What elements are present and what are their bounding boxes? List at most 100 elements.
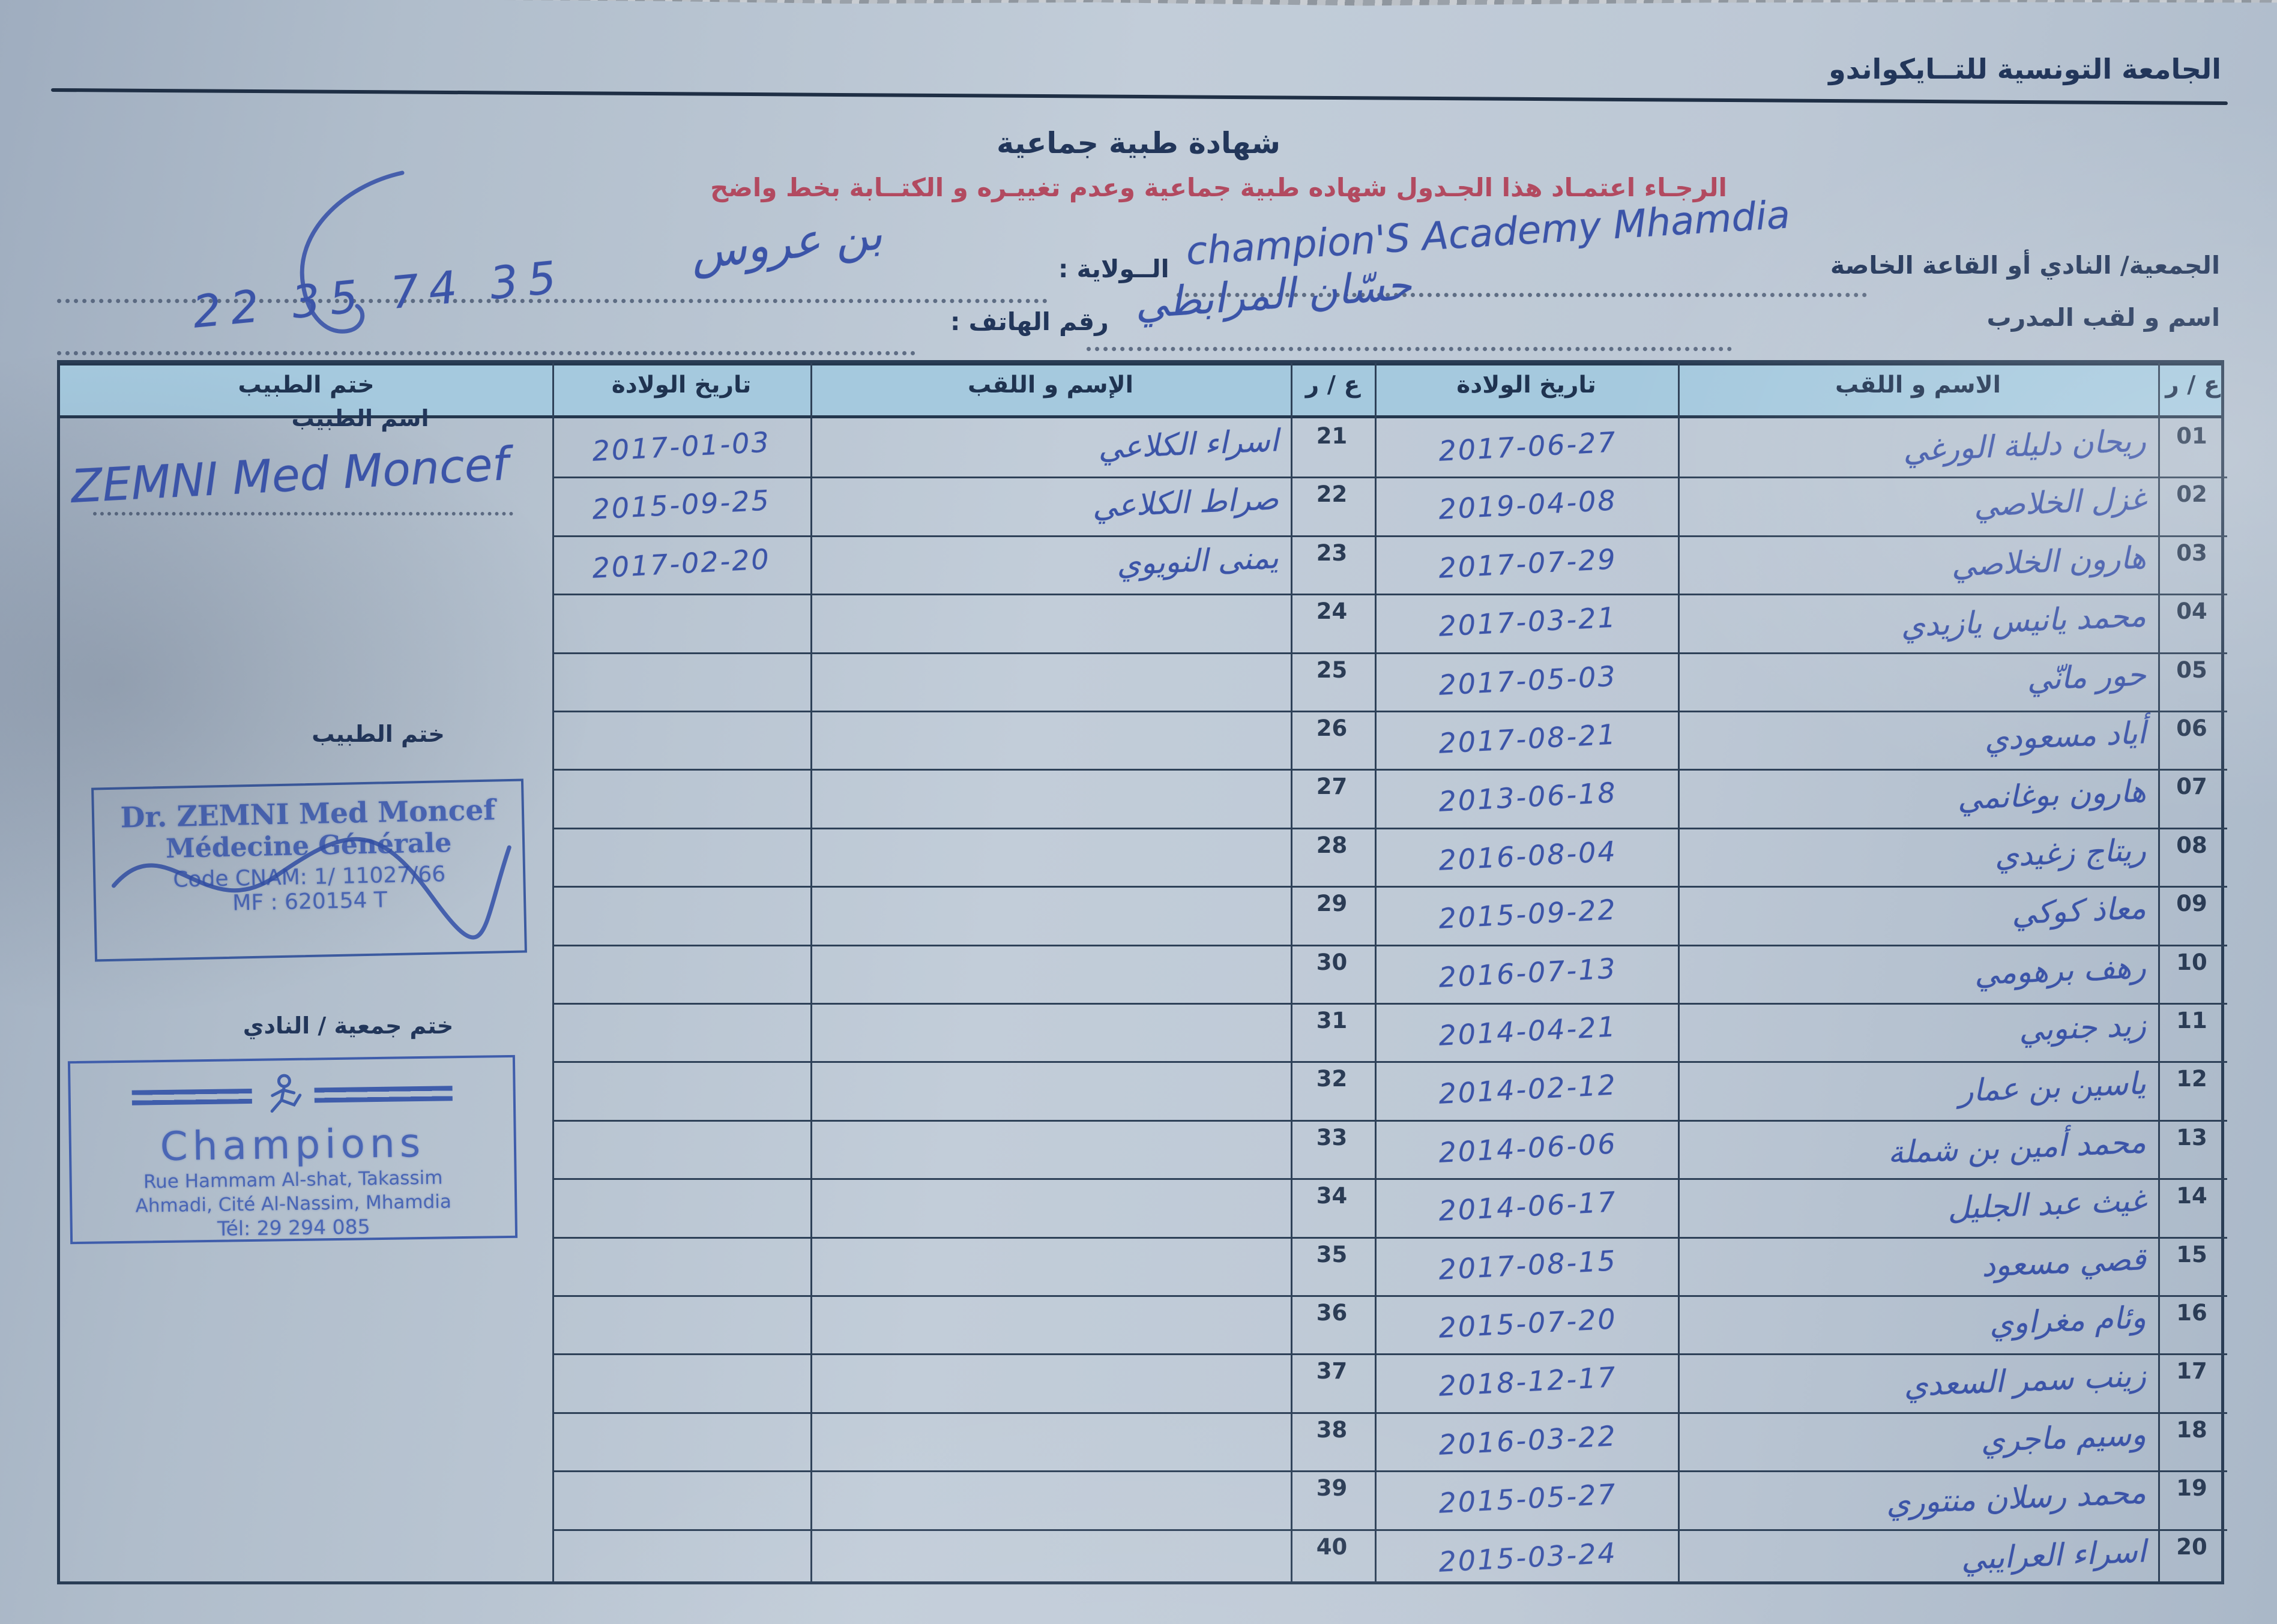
row-number-cell: 09 xyxy=(2176,891,2207,917)
row-number-cell: 13 xyxy=(2176,1124,2207,1150)
athlete-name-handwritten: صراط الكلاعي xyxy=(1091,481,1279,525)
logo-bars-left xyxy=(131,1088,252,1105)
athlete-dob-handwritten: 2014-06-06 xyxy=(1438,1127,1618,1169)
athlete-name-handwritten: ريتاج زغيدي xyxy=(1994,832,2147,874)
row-divider xyxy=(552,652,2227,654)
phone-dotted-line xyxy=(57,351,915,355)
athlete-dob-handwritten: 2016-07-13 xyxy=(1438,951,1618,994)
state-handwritten-value: بن عروس xyxy=(688,206,885,280)
athlete-name-handwritten: زينب سمر السعدي xyxy=(1903,1358,2147,1404)
state-field-label: الــولاية : xyxy=(1058,254,1169,283)
doctor-name-label: اسم الطبيب xyxy=(291,405,429,432)
row-number-cell: 04 xyxy=(2176,598,2207,625)
row-number-cell: 32 xyxy=(1316,1066,1348,1092)
athlete-dob-handwritten: 2014-02-12 xyxy=(1438,1068,1618,1111)
row-number-cell: 05 xyxy=(2176,657,2207,683)
athlete-dob-handwritten: 2017-02-20 xyxy=(591,543,771,585)
doctor-stamp-label: ختم الطبيب xyxy=(312,721,445,747)
row-number-cell: 23 xyxy=(1316,540,1348,566)
column-divider xyxy=(552,363,554,1581)
col-header-name-left: الإسم و اللقب xyxy=(967,371,1134,398)
row-number-cell: 14 xyxy=(2176,1183,2207,1209)
athlete-name-handwritten: زيد جنوبي xyxy=(2018,1008,2147,1049)
row-number-cell: 29 xyxy=(1316,891,1348,917)
row-divider xyxy=(552,769,2227,771)
row-number-cell: 15 xyxy=(2176,1241,2207,1268)
row-divider xyxy=(552,827,2227,829)
row-number-cell: 10 xyxy=(2176,949,2207,975)
row-number-cell: 28 xyxy=(1316,832,1348,858)
row-number-cell: 38 xyxy=(1316,1416,1348,1443)
row-number-cell: 30 xyxy=(1316,949,1348,975)
row-number-cell: 06 xyxy=(2176,715,2207,741)
row-number-cell: 34 xyxy=(1316,1183,1348,1209)
row-number-cell: 36 xyxy=(1316,1300,1348,1326)
athlete-dob-handwritten: 2017-01-03 xyxy=(591,426,771,468)
row-number-cell: 08 xyxy=(2176,832,2207,858)
row-divider xyxy=(552,1236,2227,1239)
doctor-name-dotted-line xyxy=(93,512,513,516)
row-number-cell: 18 xyxy=(2176,1416,2207,1443)
athlete-dob-handwritten: 2018-12-17 xyxy=(1438,1361,1618,1403)
row-divider xyxy=(552,1178,2227,1180)
athlete-name-handwritten: حور مانّي xyxy=(2026,657,2147,698)
row-number-cell: 16 xyxy=(2176,1300,2207,1326)
row-divider xyxy=(552,1529,2227,1531)
roster-table: ع / ر الاسم و اللقب تاريخ الولادة ع / ر … xyxy=(57,360,2227,1584)
athlete-dob-handwritten: 2017-03-21 xyxy=(1438,601,1618,643)
row-divider xyxy=(552,477,2227,479)
pen-flourish xyxy=(300,170,405,334)
athlete-dob-handwritten: 2017-07-29 xyxy=(1438,543,1618,585)
doctor-signature-handwritten: ZEMNI Med Moncef xyxy=(70,436,510,514)
row-number-cell: 37 xyxy=(1316,1358,1348,1385)
row-number-cell: 11 xyxy=(2176,1008,2207,1033)
row-divider xyxy=(552,1470,2227,1473)
row-divider xyxy=(552,1061,2227,1063)
row-number-cell: 27 xyxy=(1316,774,1348,800)
row-number-cell: 02 xyxy=(2176,481,2207,508)
row-number-cell: 26 xyxy=(1316,715,1348,741)
row-number-cell: 24 xyxy=(1316,598,1348,625)
row-number-cell: 31 xyxy=(1316,1008,1348,1033)
athlete-name-handwritten: قصي مسعود xyxy=(1980,1241,2147,1284)
athlete-name-handwritten: وسيم ماجري xyxy=(1980,1416,2147,1460)
row-divider xyxy=(552,1119,2227,1122)
logo-bars-right xyxy=(314,1085,453,1102)
athlete-dob-handwritten: 2015-03-24 xyxy=(1438,1536,1618,1578)
state-dotted-line xyxy=(57,299,1048,303)
athlete-dob-handwritten: 2013-06-18 xyxy=(1438,776,1618,819)
row-divider xyxy=(552,1003,2227,1005)
club-stamp-label: ختم جمعية / النادي xyxy=(243,1012,454,1039)
doctor-stamp-signature-scribble xyxy=(111,837,511,940)
table-header-band xyxy=(60,363,2221,418)
row-number-cell: 39 xyxy=(1316,1475,1348,1502)
athlete-name-handwritten: معاذ كوكي xyxy=(2010,891,2147,932)
federation-title: الجامعة التونسية للتــايكواندو xyxy=(1829,53,2221,85)
athlete-name-handwritten: ريحان دليلة الورغي xyxy=(1902,423,2147,469)
row-divider xyxy=(552,535,2227,537)
phone-field-label: رقم الهاتف : xyxy=(950,307,1109,336)
athlete-dob-handwritten: 2015-07-20 xyxy=(1438,1302,1618,1344)
row-number-cell: 17 xyxy=(2176,1358,2207,1385)
athlete-name-handwritten: غيث عبد الجليل xyxy=(1947,1183,2147,1227)
athlete-name-handwritten: محمد يانيس يازيدي xyxy=(1900,598,2147,645)
athlete-dob-handwritten: 2017-06-27 xyxy=(1438,426,1618,468)
athlete-name-handwritten: اسراء العرايبي xyxy=(1960,1533,2147,1577)
athlete-dob-handwritten: 2017-08-21 xyxy=(1438,718,1618,760)
athlete-dob-handwritten: 2014-04-21 xyxy=(1438,1010,1618,1052)
athlete-dob-handwritten: 2016-03-22 xyxy=(1438,1419,1618,1461)
row-divider xyxy=(552,594,2227,596)
club-stamp: Champions Rue Hammam Al-shat, Takassim A… xyxy=(67,1054,518,1245)
column-divider xyxy=(810,363,812,1581)
row-divider xyxy=(552,1353,2227,1356)
athlete-name-handwritten: يمنى النويوي xyxy=(1115,540,1279,583)
club-dotted-line xyxy=(1177,293,1867,297)
club-field-label: الجمعية/ النادي أو القاعة الخاصة xyxy=(1830,251,2220,280)
header-rule xyxy=(51,88,2228,106)
row-number-cell: 07 xyxy=(2176,774,2207,800)
row-number-cell: 33 xyxy=(1316,1124,1348,1150)
col-header-num-right: ع / ر xyxy=(2165,371,2220,398)
row-number-cell: 03 xyxy=(2176,540,2207,566)
club-stamp-name: Champions xyxy=(160,1119,426,1170)
